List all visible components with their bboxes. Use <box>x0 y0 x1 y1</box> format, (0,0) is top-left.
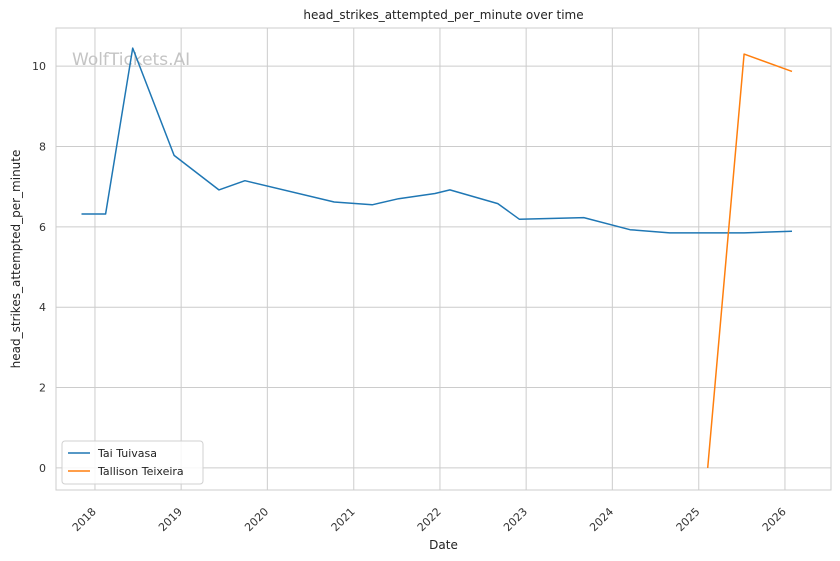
x-tick-label: 2020 <box>242 505 271 534</box>
x-tick-label: 2021 <box>329 505 358 534</box>
chart-title: head_strikes_attempted_per_minute over t… <box>303 8 583 22</box>
x-tick-label: 2025 <box>674 505 703 534</box>
y-tick-label: 0 <box>39 462 46 475</box>
x-axis-title: Date <box>429 538 458 552</box>
y-tick-labels: 0 2 4 6 8 10 <box>32 60 46 475</box>
x-tick-label: 2024 <box>587 505 616 534</box>
y-axis-title: head_strikes_attempted_per_minute <box>9 150 23 369</box>
legend-box <box>61 440 204 485</box>
series-line <box>81 47 793 234</box>
x-tick-label: 2023 <box>501 505 530 534</box>
y-tick-label: 6 <box>39 221 46 234</box>
plot-frame <box>55 27 832 491</box>
y-tick-label: 8 <box>39 141 46 154</box>
x-tick-label: 2018 <box>70 505 99 534</box>
x-tick-labels: 2018 2019 2020 2021 2022 2023 2024 2025 2026 <box>70 505 789 534</box>
series-lines <box>81 47 793 468</box>
legend: Tai Tuivasa Tallison Teixeira <box>61 440 204 485</box>
x-tick-label: 2022 <box>415 505 444 534</box>
legend-label: Tallison Teixeira <box>97 465 184 478</box>
series-line <box>706 53 793 468</box>
legend-label: Tai Tuivasa <box>97 447 157 460</box>
x-tick-label: 2026 <box>760 505 789 534</box>
grid <box>56 28 831 490</box>
y-tick-label: 2 <box>39 382 46 395</box>
y-tick-label: 4 <box>39 301 46 314</box>
y-tick-label: 10 <box>32 60 46 73</box>
x-tick-label: 2019 <box>156 505 185 534</box>
